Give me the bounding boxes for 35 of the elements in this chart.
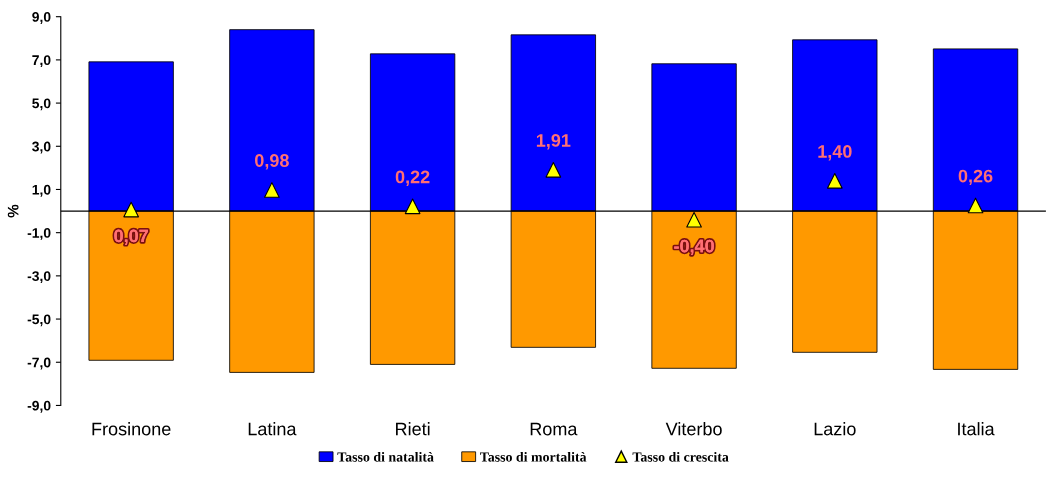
data-label: 0,98 [255, 154, 289, 170]
x-tick-label: Roma [530, 422, 578, 436]
y-tick-label: 5,0 [32, 98, 51, 111]
point [123, 201, 139, 218]
y-tick-label: -1,0 [27, 228, 51, 240]
point [826, 172, 843, 189]
point [967, 197, 984, 214]
x-tick-label: Italia [958, 422, 995, 436]
data-label: 0,26 [958, 169, 993, 186]
y-tick-label: -9,0 [27, 400, 51, 413]
x-tick-label: Latina [248, 422, 297, 436]
legend-label: Tasso di crescita [632, 451, 729, 462]
data-label: 1,91 [536, 134, 571, 150]
legend-label: Tasso di natalità [337, 451, 434, 462]
y-tick-label: 1,0 [32, 184, 51, 197]
y-axis-title: % [7, 204, 19, 218]
data-label: 0,22 [395, 170, 430, 186]
point [404, 198, 421, 215]
x-tick-label: Lazio [814, 422, 856, 436]
x-tick-label: Frosinone [92, 422, 171, 436]
x-tick-label: Rieti [396, 422, 430, 436]
y-tick-label: 9,0 [32, 12, 51, 24]
y-tick-label: 7,0 [32, 55, 51, 68]
data-label: 0,07 [114, 229, 148, 245]
y-tick-label: -5,0 [27, 314, 51, 327]
y-tick-label: 3,0 [32, 141, 51, 154]
y-tick-label: -3,0 [27, 271, 51, 284]
data-label: -0,40 [674, 239, 714, 256]
legend-label: Tasso di mortalità [480, 451, 587, 462]
point [545, 161, 562, 178]
x-tick-label: Viterbo [665, 422, 722, 436]
y-tick-label: -7,0 [27, 357, 51, 370]
point [686, 211, 702, 228]
point [264, 182, 280, 198]
data-label: 1,40 [818, 145, 852, 161]
